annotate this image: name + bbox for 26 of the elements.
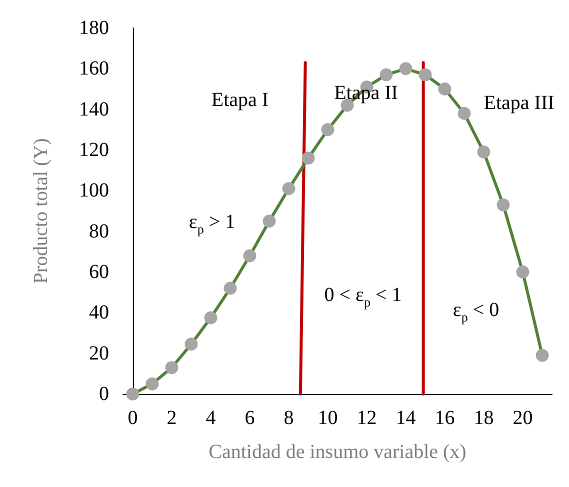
x-axis-title: Cantidad de insumo variable (x) — [208, 441, 466, 463]
annotation: Etapa II — [334, 82, 398, 104]
y-tick-label: 100 — [79, 180, 109, 202]
y-tick-label: 160 — [79, 58, 109, 80]
x-tick-label: 4 — [206, 407, 216, 429]
x-tick-label: 16 — [434, 407, 455, 429]
y-axis-title: Producto total (Y) — [30, 138, 52, 284]
y-tick-label: 20 — [89, 342, 109, 364]
x-tick-label: 8 — [284, 407, 294, 429]
y-tick-label: 140 — [79, 98, 109, 120]
x-tick-label: 20 — [512, 407, 533, 429]
x-tick-label: 12 — [356, 407, 377, 429]
annotation: Etapa III — [484, 92, 554, 114]
y-tick-label: 0 — [99, 383, 109, 405]
y-tick-label: 80 — [89, 220, 109, 242]
x-tick-label: 6 — [244, 407, 255, 429]
x-tick-label: 18 — [474, 407, 494, 429]
y-tick-label: 40 — [89, 302, 109, 324]
y-tick-label: 180 — [79, 17, 109, 39]
x-tick-label: 0 — [128, 407, 138, 429]
x-tick-label: 10 — [318, 407, 338, 429]
annotation: Etapa I — [211, 89, 269, 111]
x-tick-label: 14 — [396, 407, 416, 429]
y-tick-label: 120 — [79, 139, 109, 161]
x-tick-label: 2 — [166, 407, 177, 429]
y-tick-label: 60 — [89, 261, 109, 283]
